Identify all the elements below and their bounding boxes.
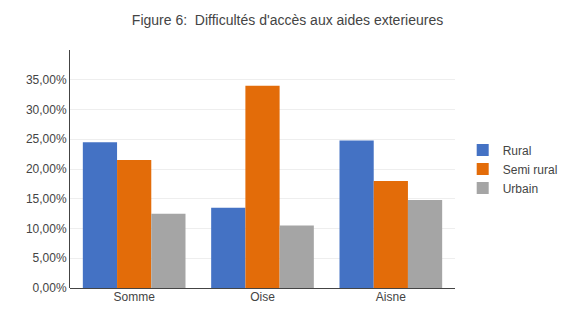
svg-text:Somme: Somme — [113, 290, 155, 304]
svg-text:10,00%: 10,00% — [26, 222, 67, 236]
svg-text:Oise: Oise — [250, 290, 275, 304]
svg-text:35,00%: 35,00% — [26, 73, 67, 87]
svg-text:15,00%: 15,00% — [26, 192, 67, 206]
svg-text:Semi rural: Semi rural — [503, 163, 558, 177]
svg-text:5,00%: 5,00% — [33, 251, 67, 265]
svg-text:Figure 6: Difficultés d'accès: Figure 6: Difficultés d'accès aux aides … — [132, 12, 443, 28]
svg-text:30,00%: 30,00% — [26, 103, 67, 117]
svg-text:Rural: Rural — [503, 144, 532, 158]
svg-text:20,00%: 20,00% — [26, 162, 67, 176]
svg-text:Urbain: Urbain — [503, 182, 538, 196]
svg-text:25,00%: 25,00% — [26, 132, 67, 146]
svg-text:Aisne: Aisne — [376, 290, 406, 304]
svg-text:0,00%: 0,00% — [33, 281, 67, 295]
